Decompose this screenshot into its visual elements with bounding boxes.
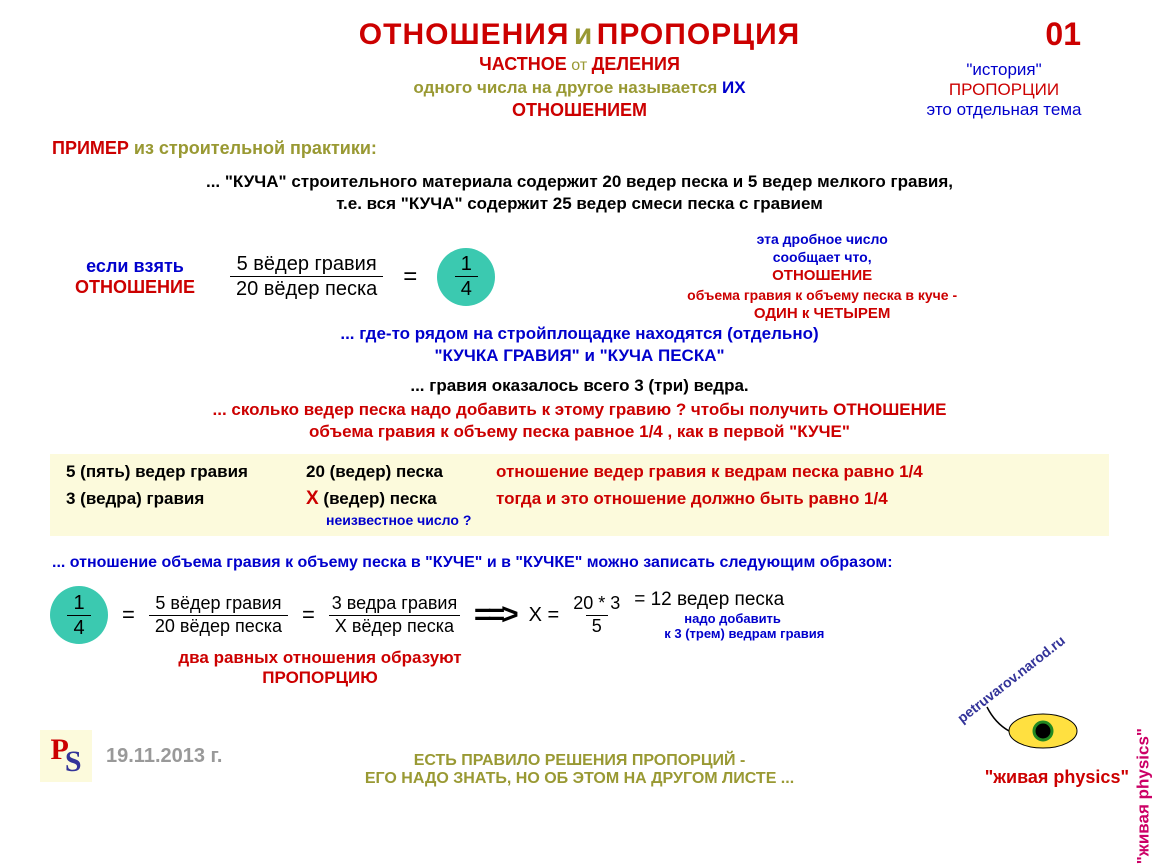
sub1-l1b: от bbox=[571, 57, 591, 74]
f1-num: 5 вёдер гравия bbox=[155, 593, 281, 615]
t-r2c2b: (ведер) песка bbox=[323, 489, 436, 508]
ex-b: из строительной практики: bbox=[134, 138, 377, 158]
sub-row-2: одного числа на другое называется ИХ bbox=[0, 78, 1159, 98]
example-l1: ... "КУЧА" строительного материала содер… bbox=[0, 172, 1159, 192]
final-circle: 1 4 bbox=[50, 586, 108, 644]
page-number: 01 bbox=[1045, 16, 1081, 53]
ratio-num: 5 вёдер гравия bbox=[237, 252, 377, 276]
eye-icon bbox=[985, 687, 1105, 767]
x-label: X = bbox=[529, 604, 560, 627]
f2-den: X вёдер песка bbox=[329, 615, 460, 638]
sub1-l2a: одного числа на другое называется bbox=[413, 78, 722, 97]
ratio-r2: сообщает что, bbox=[515, 248, 1129, 266]
final-red: два равных отношения образуют ПРОПОРЦИЮ bbox=[140, 648, 500, 688]
sub1-l2b: ИХ bbox=[722, 78, 746, 97]
mid-l3a: ... сколько ведер песка надо добавить к … bbox=[0, 400, 1159, 420]
f1-den: 20 вёдер песка bbox=[149, 615, 288, 638]
fe-eq2: = bbox=[302, 602, 315, 628]
t-r3: неизвестное число ? bbox=[66, 512, 1093, 528]
fe-eq1: = bbox=[122, 602, 135, 628]
ratio-r4: объема гравия к объему песка в куче - bbox=[515, 286, 1129, 304]
sub-row-3: ОТНОШЕНИЕМ bbox=[0, 100, 1159, 121]
t-r2c1: 3 (ведра) гравия bbox=[66, 489, 306, 509]
final-frac1: 5 вёдер гравия 20 вёдер песка bbox=[149, 593, 288, 637]
brand: "живая physics" bbox=[985, 767, 1129, 788]
result: = 12 ведер песка bbox=[634, 589, 784, 611]
sub1-l3: ОТНОШЕНИЕМ bbox=[512, 100, 647, 120]
red2: ПРОПОРЦИЮ bbox=[140, 668, 500, 688]
final-equation: 1 4 = 5 вёдер гравия 20 вёдер песка = 3 … bbox=[50, 586, 984, 644]
example-l2: т.е. вся "КУЧА" содержит 25 ведер смеси … bbox=[0, 194, 1159, 214]
f3-num: 20 * 3 bbox=[573, 593, 620, 615]
circ-den: 4 bbox=[455, 276, 478, 301]
note1: надо добавить bbox=[634, 611, 781, 626]
sub1-l1: ЧАСТНОЕ bbox=[479, 54, 567, 74]
circ-num: 1 bbox=[461, 252, 472, 276]
ratio-equation: если взять ОТНОШЕНИЕ 5 вёдер гравия 20 в… bbox=[60, 230, 1129, 324]
t-r1c3: отношение ведер гравия к ведрам песка ра… bbox=[496, 462, 1093, 482]
mid-l1b: "КУЧКА ГРАВИЯ" и "КУЧА ПЕСКА" bbox=[0, 346, 1159, 366]
ratio-eq: = bbox=[403, 263, 417, 291]
proportion-table: 5 (пять) ведер гравия 20 (ведер) песка о… bbox=[50, 454, 1109, 536]
t-r2c3: тогда и это отношение должно быть равно … bbox=[496, 489, 1093, 509]
ratio-den: 20 вёдер песка bbox=[230, 276, 383, 301]
title-conj: и bbox=[574, 18, 592, 51]
fc-num: 1 bbox=[73, 591, 84, 615]
ex-a: ПРИМЕР bbox=[52, 138, 129, 158]
f2-num: 3 ведра гравия bbox=[332, 593, 457, 615]
title-a: ОТНОШЕНИЯ bbox=[359, 18, 570, 51]
t-r1c1: 5 (пять) ведер гравия bbox=[66, 462, 306, 482]
f3-den: 5 bbox=[586, 615, 608, 638]
mid-l2: ... гравия оказалось всего 3 (три) ведра… bbox=[0, 376, 1159, 396]
brand-logo: petruvarov.narod.ru "живая physics" bbox=[985, 687, 1129, 788]
ratio-r3: ОТНОШЕНИЕ bbox=[515, 266, 1129, 286]
ratio-left-b: ОТНОШЕНИЕ bbox=[60, 277, 210, 298]
mid-l3b: объема гравия к объему песка равное 1/4 … bbox=[0, 422, 1159, 442]
ratio-r5: ОДИН к ЧЕТЫРЕМ bbox=[515, 304, 1129, 324]
ratio-r1: эта дробное число bbox=[515, 230, 1129, 248]
mid-l1a: ... где-то рядом на стройплощадке находя… bbox=[0, 324, 1159, 344]
ratio-left-a: если взять bbox=[60, 256, 210, 277]
t-r2c2a: X bbox=[306, 488, 319, 509]
example-header: ПРИМЕР из строительной практики: bbox=[52, 138, 377, 159]
side-brand: "живая physics" bbox=[1133, 728, 1153, 864]
sub-row-1: ЧАСТНОЕ от ДЕЛЕНИЯ bbox=[0, 54, 1159, 75]
below-box: ... отношение объема гравия к объему пес… bbox=[52, 554, 893, 572]
circle-fraction: 1 4 bbox=[437, 248, 495, 306]
final-frac3: 20 * 3 5 bbox=[573, 593, 620, 637]
title-b: ПРОПОРЦИЯ bbox=[597, 18, 800, 51]
ratio-frac: 5 вёдер гравия 20 вёдер песка bbox=[230, 252, 383, 301]
fc-den: 4 bbox=[67, 615, 90, 640]
final-frac2: 3 ведра гравия X вёдер песка bbox=[329, 593, 460, 637]
page-title-row: ОТНОШЕНИЯ и ПРОПОРЦИЯ bbox=[0, 18, 1159, 52]
sub1-l1c: ДЕЛЕНИЯ bbox=[592, 54, 680, 74]
red1: два равных отношения образуют bbox=[140, 648, 500, 668]
arrow-icon: ==> bbox=[474, 598, 515, 632]
note2: к 3 (трем) ведрам гравия bbox=[634, 626, 824, 641]
t-r1c2: 20 (ведер) песка bbox=[306, 462, 496, 482]
